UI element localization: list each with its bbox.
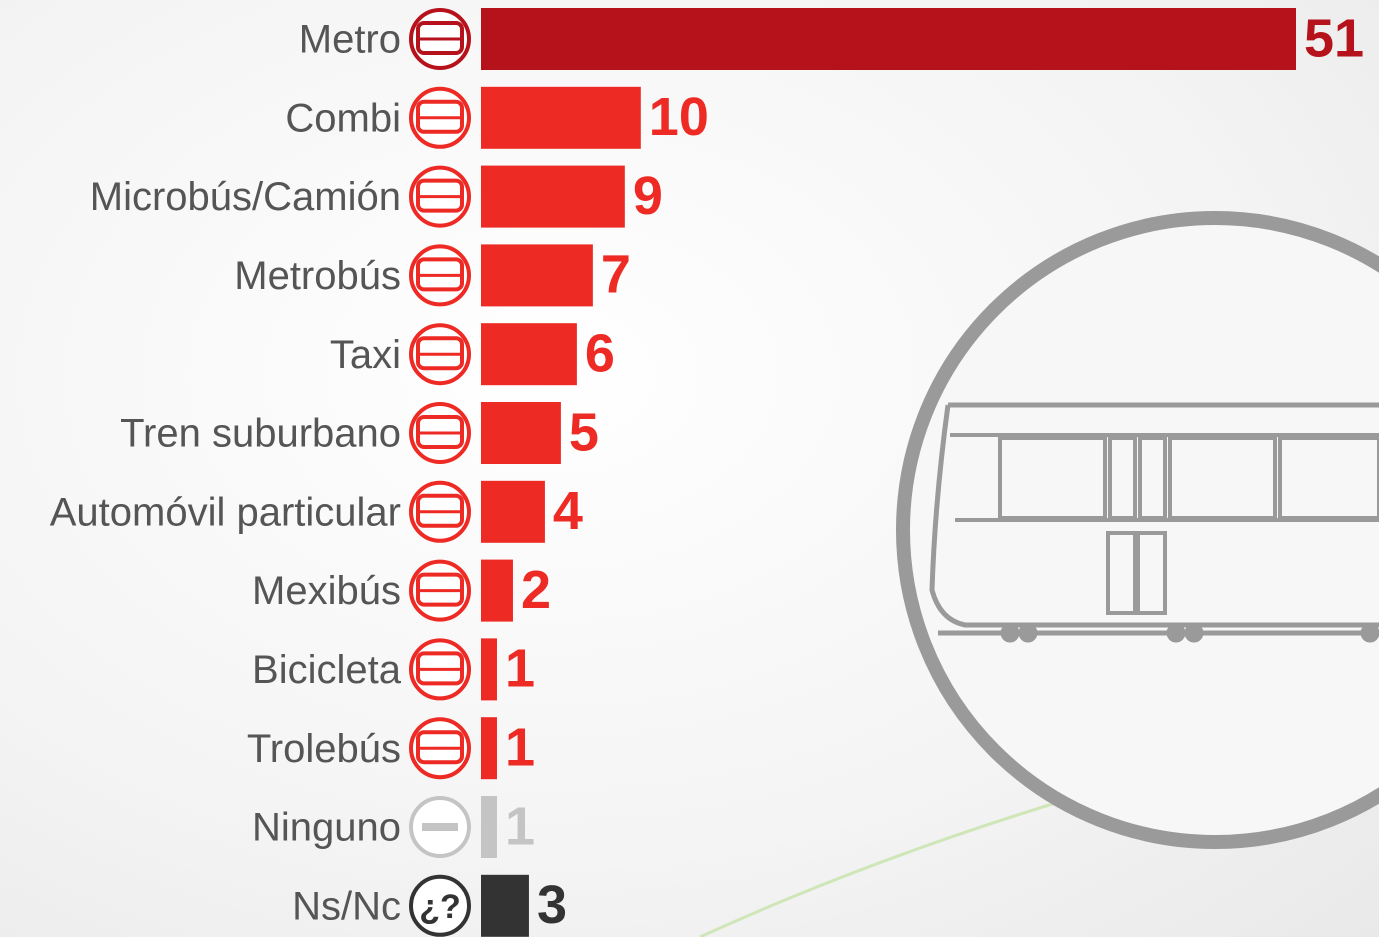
value-label: 1 [505, 639, 535, 699]
icon-shape [422, 823, 458, 831]
category-label: Trolebús [247, 727, 401, 771]
bar [481, 875, 529, 937]
value-label: 10 [649, 87, 709, 147]
bar [481, 244, 593, 306]
category-label: Taxi [330, 333, 401, 377]
icon-text: ¿? [419, 888, 461, 926]
category-label: Tren suburbano [120, 412, 401, 456]
value-label: 7 [601, 245, 631, 305]
value-label: 6 [585, 323, 615, 383]
mode-icon [411, 89, 469, 147]
mode-icon: ¿? [411, 877, 469, 935]
category-label: Automóvil particular [50, 490, 401, 534]
value-label: 5 [569, 402, 599, 462]
value-label: 1 [505, 717, 535, 777]
mode-icon [411, 719, 469, 777]
train-illustration [903, 218, 1379, 842]
bar [481, 481, 545, 543]
mode-icon [411, 404, 469, 462]
bar [481, 402, 561, 464]
category-label: Ninguno [252, 806, 401, 850]
mode-icon [411, 10, 469, 68]
category-label: Mexibús [252, 569, 401, 613]
page: {"chart_data": {"type": "bar", "orientat… [0, 0, 1379, 937]
bar [481, 638, 497, 700]
value-label: 2 [521, 560, 551, 620]
bar [481, 717, 497, 779]
bar [481, 166, 625, 228]
value-label: 4 [553, 481, 583, 541]
mode-icon [411, 325, 469, 383]
mode-icon [411, 640, 469, 698]
value-label: 9 [633, 166, 663, 226]
mode-icon [411, 562, 469, 620]
mode-icon [411, 798, 469, 856]
category-label: Metrobús [234, 254, 401, 298]
mode-icon [411, 483, 469, 541]
value-label: 51 [1304, 8, 1364, 68]
chart: Metro51Combi10Microbús/Camión9Metrobús7T… [0, 0, 1379, 937]
value-label: 1 [505, 796, 535, 856]
category-label: Metro [299, 18, 401, 62]
category-label: Microbús/Camión [90, 175, 401, 219]
bar [481, 560, 513, 622]
bar [481, 796, 497, 858]
mode-icon [411, 246, 469, 304]
category-label: Bicicleta [252, 648, 402, 692]
mode-icon [411, 168, 469, 226]
bar [481, 8, 1296, 70]
category-label: Ns/Nc [292, 884, 401, 928]
value-label: 3 [537, 875, 567, 935]
bar [481, 87, 641, 149]
bar [481, 323, 577, 385]
category-label: Combi [285, 96, 401, 140]
